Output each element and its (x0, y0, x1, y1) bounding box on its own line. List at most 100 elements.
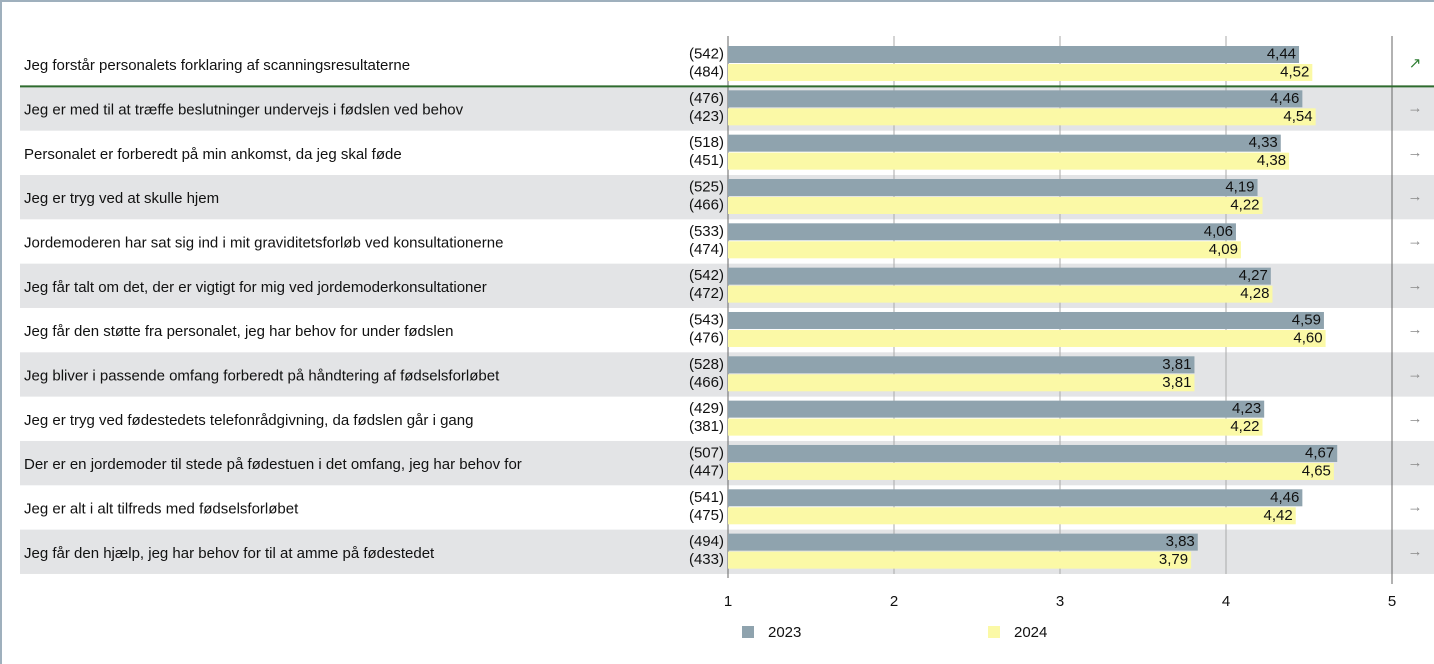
category-label: Jeg får talt om det, der er vigtigt for … (24, 279, 487, 296)
value-label: 3,79 (1159, 551, 1188, 568)
category-label: Jeg får den støtte fra personalet, jeg h… (24, 323, 453, 340)
count-label: (381) (689, 418, 724, 435)
x-tick-label: 1 (724, 593, 732, 610)
category-label: Jeg forstår personalets forklaring af sc… (24, 57, 410, 74)
value-label: 4,22 (1230, 196, 1259, 213)
value-label: 4,67 (1305, 444, 1334, 461)
bar (728, 152, 1290, 170)
bar (728, 134, 1281, 152)
count-label: (474) (689, 241, 724, 258)
bar (728, 46, 1300, 63)
bar (728, 285, 1273, 303)
count-label: (528) (689, 356, 724, 373)
legend-swatch (988, 626, 1000, 638)
category-label: Jeg er med til at træffe beslutninger un… (24, 101, 464, 118)
category-label: Jeg er tryg ved fødestedets telefonrådgi… (24, 412, 473, 429)
value-label: 4,54 (1283, 108, 1312, 125)
value-label: 3,81 (1162, 374, 1191, 391)
bar (728, 444, 1338, 462)
value-label: 4,52 (1280, 63, 1309, 80)
trend-arrow: → (1408, 321, 1423, 338)
value-label: 4,23 (1232, 400, 1261, 417)
value-label: 3,83 (1166, 533, 1195, 550)
bar (728, 418, 1263, 436)
value-label: 4,44 (1267, 45, 1296, 62)
bar (728, 267, 1271, 285)
trend-arrow: → (1408, 365, 1423, 382)
value-label: 4,27 (1239, 267, 1268, 284)
count-label: (472) (689, 285, 724, 302)
bar (728, 507, 1296, 525)
trend-arrow: → (1408, 410, 1423, 427)
count-label: (525) (689, 178, 724, 195)
bar (728, 356, 1195, 374)
row-background (20, 352, 1434, 397)
value-label: 4,22 (1230, 418, 1259, 435)
value-label: 4,19 (1225, 178, 1254, 195)
bar (728, 108, 1316, 126)
count-label: (475) (689, 507, 724, 524)
value-label: 4,46 (1270, 90, 1299, 107)
count-label: (429) (689, 400, 724, 417)
trend-arrow: → (1408, 498, 1423, 515)
count-label: (433) (689, 551, 724, 568)
count-label: (466) (689, 196, 724, 213)
category-label: Jeg er alt i alt tilfreds med fødselsfor… (24, 500, 299, 517)
value-label: 4,46 (1270, 489, 1299, 506)
count-label: (451) (689, 152, 724, 169)
trend-arrow: ↗ (1409, 55, 1422, 72)
count-label: (543) (689, 311, 724, 328)
count-label: (541) (689, 489, 724, 506)
bar (728, 311, 1324, 329)
category-label: Jeg er tryg ved at skulle hjem (24, 190, 219, 207)
category-label: Jordemoderen har sat sig ind i mit gravi… (24, 234, 503, 251)
count-label: (494) (689, 533, 724, 550)
bar (728, 90, 1303, 108)
bar (728, 178, 1258, 196)
trend-arrow: → (1408, 188, 1423, 205)
count-label: (423) (689, 108, 724, 125)
value-label: 4,06 (1204, 223, 1233, 240)
value-label: 4,65 (1302, 462, 1331, 479)
count-label: (518) (689, 134, 724, 151)
count-label: (542) (689, 267, 724, 284)
value-label: 4,60 (1293, 329, 1322, 346)
bar (728, 489, 1303, 507)
trend-arrow: → (1408, 454, 1423, 471)
count-label: (484) (689, 63, 724, 80)
count-label: (447) (689, 462, 724, 479)
category-label: Der er en jordemoder til stede på fødest… (24, 456, 522, 473)
bar (728, 533, 1198, 551)
bar (728, 64, 1313, 81)
value-label: 3,81 (1162, 356, 1191, 373)
legend-label: 2024 (1014, 624, 1047, 641)
bar (728, 196, 1263, 214)
bar (728, 551, 1192, 569)
trend-arrow: → (1408, 543, 1423, 560)
count-label: (466) (689, 374, 724, 391)
trend-arrow: → (1408, 144, 1423, 161)
legend-label: 2023 (768, 624, 801, 641)
x-tick-label: 3 (1056, 593, 1064, 610)
count-label: (533) (689, 223, 724, 240)
bar (728, 462, 1334, 480)
trend-arrow: → (1408, 232, 1423, 249)
value-label: 4,59 (1292, 311, 1321, 328)
bar (728, 223, 1236, 241)
x-tick-label: 5 (1388, 593, 1396, 610)
count-label: (476) (689, 329, 724, 346)
value-label: 4,33 (1249, 134, 1278, 151)
trend-arrow: → (1408, 99, 1423, 116)
value-label: 4,38 (1257, 152, 1286, 169)
value-label: 4,28 (1240, 285, 1269, 302)
count-label: (542) (689, 45, 724, 62)
bar (728, 329, 1326, 347)
category-label: Personalet er forberedt på min ankomst, … (24, 146, 402, 163)
count-label: (507) (689, 444, 724, 461)
bar (728, 241, 1241, 259)
legend-swatch (742, 626, 754, 638)
x-tick-label: 4 (1222, 593, 1230, 610)
trend-arrow: → (1408, 277, 1423, 294)
category-label: Jeg får den hjælp, jeg har behov for til… (24, 545, 435, 562)
